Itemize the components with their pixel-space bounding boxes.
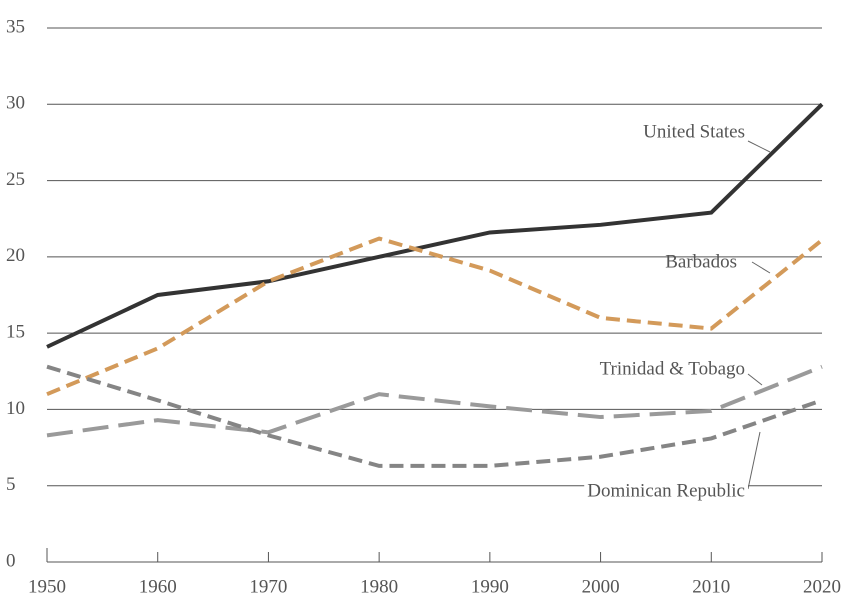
- y-tick-label: 30: [6, 93, 25, 114]
- x-tick-label: 2020: [803, 576, 841, 597]
- label-background: [584, 480, 748, 502]
- y-tick-label: 10: [6, 398, 25, 419]
- series-label: Trinidad & Tobago: [600, 358, 745, 379]
- series-line: [46, 102, 824, 349]
- x-tick-label: 1990: [471, 576, 509, 597]
- series-line: [46, 364, 823, 468]
- x-tick-label: 1970: [249, 576, 287, 597]
- leader-line: [747, 373, 763, 386]
- series-label: Dominican Republic: [587, 480, 745, 501]
- leader-line: [751, 261, 771, 274]
- leader-line: [747, 140, 771, 153]
- y-tick-label: 20: [6, 245, 25, 266]
- leader-line: [747, 431, 761, 490]
- series-line: [46, 236, 824, 397]
- y-tick-label: 25: [6, 169, 25, 190]
- x-tick-label: 1980: [360, 576, 398, 597]
- series-label: United States: [643, 121, 745, 142]
- y-tick-label: 0: [6, 550, 16, 571]
- y-tick-label: 35: [6, 16, 25, 37]
- x-tick-label: 2000: [582, 576, 620, 597]
- y-tick-label: 15: [6, 322, 25, 343]
- x-tick-label: 1950: [28, 576, 66, 597]
- series-label: Barbados: [665, 251, 737, 272]
- x-tick-label: 2010: [692, 576, 730, 597]
- x-tick-label: 1960: [139, 576, 177, 597]
- y-tick-label: 5: [6, 474, 16, 495]
- series-line: [46, 364, 823, 438]
